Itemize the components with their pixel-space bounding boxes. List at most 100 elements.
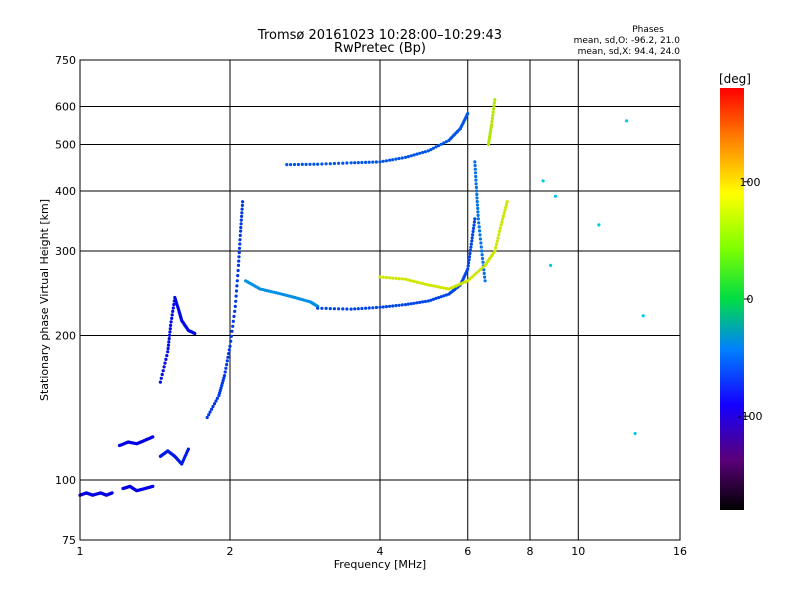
data-point bbox=[241, 200, 245, 204]
data-point bbox=[240, 214, 244, 218]
data-point bbox=[493, 98, 497, 102]
trace-scatter bbox=[541, 119, 645, 436]
data-point bbox=[228, 344, 232, 348]
data-point bbox=[159, 376, 163, 380]
data-point bbox=[234, 294, 238, 298]
x-tick-labels: 1 2 4 6 8 10 16 bbox=[77, 545, 688, 558]
data-point bbox=[406, 155, 410, 159]
data-point bbox=[237, 246, 242, 250]
data-point bbox=[477, 269, 481, 273]
data-point bbox=[397, 277, 401, 281]
data-point bbox=[503, 208, 507, 212]
data-point bbox=[477, 225, 481, 229]
y-tick-labels: 75 100 200 300 400 500 600 750 bbox=[55, 54, 76, 547]
x-tick-label: 4 bbox=[377, 545, 384, 558]
data-point bbox=[479, 241, 483, 245]
data-point bbox=[444, 286, 448, 291]
data-point bbox=[360, 160, 364, 165]
data-point bbox=[497, 229, 502, 233]
trace-f2-x bbox=[378, 200, 509, 291]
data-point bbox=[233, 309, 237, 313]
data-point bbox=[236, 274, 240, 278]
chart-subtitle: RwPretec (Bp) bbox=[334, 41, 426, 56]
data-point bbox=[371, 160, 375, 164]
data-point bbox=[236, 263, 241, 267]
data-point bbox=[394, 276, 398, 280]
data-point bbox=[308, 162, 312, 166]
data-point bbox=[480, 249, 484, 253]
data-point bbox=[487, 140, 491, 144]
data-point bbox=[226, 355, 230, 359]
data-point bbox=[466, 279, 470, 283]
data-point bbox=[341, 307, 345, 311]
data-point bbox=[371, 306, 375, 310]
y-tick-label: 600 bbox=[55, 101, 76, 114]
data-point bbox=[467, 261, 471, 265]
data-point bbox=[423, 299, 427, 304]
data-point bbox=[479, 267, 483, 271]
data-point bbox=[412, 153, 416, 157]
data-point bbox=[439, 142, 443, 146]
data-point bbox=[158, 380, 162, 384]
data-point bbox=[492, 101, 496, 105]
data-point bbox=[240, 211, 244, 215]
data-point bbox=[381, 275, 385, 279]
data-point bbox=[353, 307, 357, 311]
data-point bbox=[316, 162, 320, 166]
data-point bbox=[492, 104, 496, 108]
data-point bbox=[224, 366, 228, 370]
data-point bbox=[170, 313, 174, 317]
data-point bbox=[151, 435, 155, 439]
data-point bbox=[320, 306, 324, 310]
plot-frame bbox=[79, 59, 681, 541]
data-point bbox=[384, 159, 388, 163]
data-point bbox=[501, 214, 505, 218]
data-point bbox=[476, 206, 480, 210]
data-point bbox=[421, 281, 425, 286]
data-point bbox=[494, 242, 498, 247]
data-point bbox=[492, 107, 496, 111]
data-point bbox=[218, 391, 222, 395]
data-point bbox=[208, 410, 212, 414]
data-point bbox=[364, 306, 368, 310]
data-point bbox=[349, 161, 353, 165]
data-point bbox=[496, 236, 500, 240]
data-point bbox=[222, 376, 226, 380]
y-tick-label: 200 bbox=[55, 330, 76, 343]
data-point bbox=[169, 320, 173, 324]
trace-f2-o-cusp bbox=[473, 160, 487, 283]
data-point bbox=[219, 386, 223, 390]
x-tick-label: 1 bbox=[77, 545, 84, 558]
data-point bbox=[415, 280, 419, 284]
data-point bbox=[429, 148, 433, 152]
data-point bbox=[502, 211, 506, 215]
x-tick-label: 8 bbox=[527, 545, 534, 558]
data-point bbox=[482, 268, 486, 272]
data-point bbox=[374, 160, 378, 164]
data-point bbox=[234, 299, 238, 303]
data-point bbox=[160, 372, 164, 377]
data-point bbox=[471, 226, 476, 230]
data-point bbox=[353, 161, 357, 165]
data-point bbox=[403, 155, 408, 159]
data-point bbox=[475, 199, 479, 204]
data-point bbox=[332, 307, 336, 311]
data-point bbox=[316, 306, 320, 310]
data-point bbox=[473, 217, 477, 221]
y-tick-label: 300 bbox=[55, 245, 76, 258]
data-point bbox=[452, 285, 456, 289]
data-point bbox=[345, 307, 349, 311]
colorbar-ticks: 100 0 -100 bbox=[738, 176, 763, 423]
data-point bbox=[349, 307, 353, 311]
x-tick-label: 6 bbox=[464, 545, 471, 558]
data-point bbox=[151, 484, 155, 488]
data-point bbox=[426, 149, 430, 153]
data-point bbox=[391, 276, 395, 280]
data-point bbox=[381, 159, 385, 163]
data-point bbox=[172, 302, 176, 307]
data-point bbox=[505, 200, 509, 204]
data-point bbox=[218, 388, 222, 393]
data-point bbox=[211, 404, 215, 409]
data-point bbox=[439, 295, 443, 299]
data-point bbox=[356, 161, 360, 165]
